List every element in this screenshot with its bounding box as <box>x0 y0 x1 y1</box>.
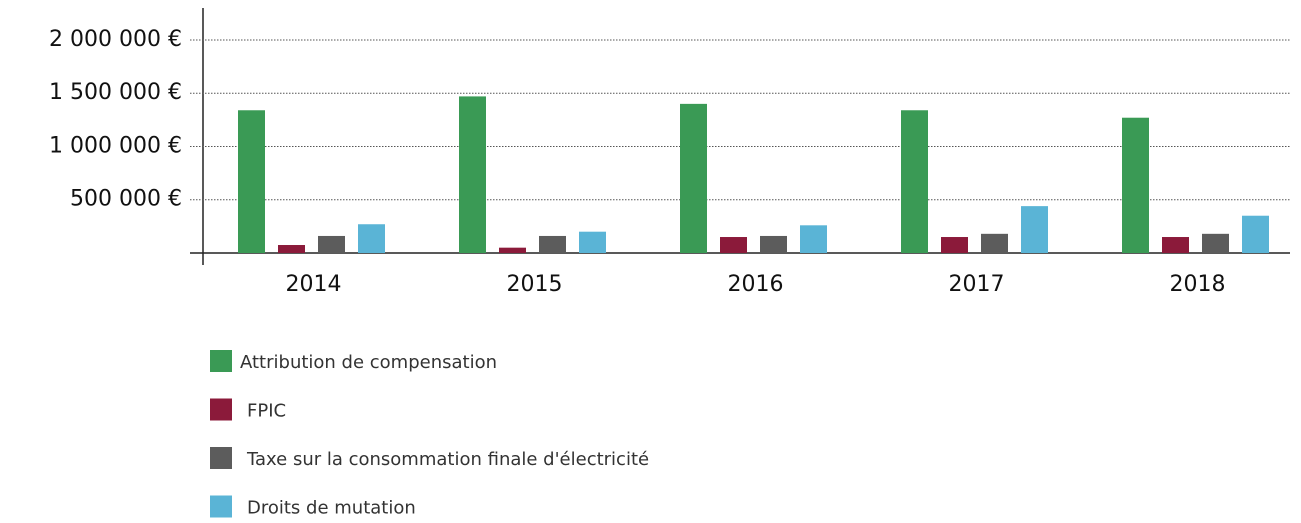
bar <box>760 235 787 253</box>
x-tick-label: 2018 <box>1170 272 1226 297</box>
bar <box>278 245 305 253</box>
bar <box>539 235 566 253</box>
bar <box>238 110 265 254</box>
bar <box>459 96 486 253</box>
bar <box>941 237 968 253</box>
y-tick-label: 1 500 000 € <box>49 80 182 105</box>
legend-label: FPIC <box>247 401 286 422</box>
bar <box>1162 237 1189 253</box>
bar <box>1021 206 1048 253</box>
x-tick-label: 2017 <box>949 272 1005 297</box>
legend-label: Taxe sur la consommation finale d'électr… <box>246 449 649 470</box>
legend-swatch <box>210 447 232 469</box>
x-tick-label: 2016 <box>728 272 784 297</box>
bar <box>981 233 1008 253</box>
bar <box>1202 233 1229 253</box>
y-tick-label: 500 000 € <box>70 187 182 212</box>
bar <box>720 237 747 253</box>
bar <box>318 235 345 253</box>
legend-label: Droits de mutation <box>247 498 416 519</box>
bar <box>1242 215 1269 253</box>
x-tick-label: 2014 <box>286 272 342 297</box>
y-tick-label: 1 000 000 € <box>49 133 182 158</box>
legend-label: Attribution de compensation <box>240 352 497 373</box>
bar <box>680 103 707 253</box>
bar <box>800 225 827 253</box>
bar <box>579 231 606 253</box>
bar <box>1122 117 1149 253</box>
legend-swatch <box>210 398 232 421</box>
bar <box>499 247 526 253</box>
legend-swatch <box>210 350 232 372</box>
y-tick-label: 2 000 000 € <box>49 27 182 52</box>
bar <box>358 224 385 253</box>
x-tick-label: 2015 <box>507 272 563 297</box>
legend-swatch <box>210 495 232 518</box>
bar <box>901 110 928 254</box>
